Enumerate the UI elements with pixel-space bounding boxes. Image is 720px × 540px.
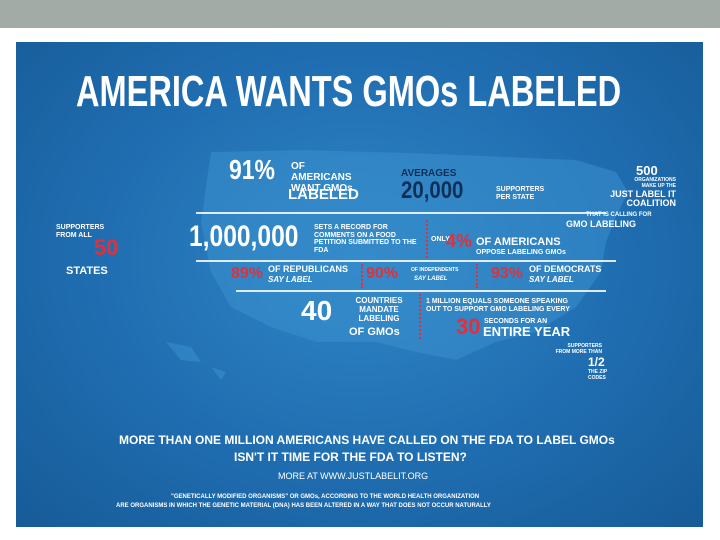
stat-value: 90%: [366, 265, 399, 282]
separator: [236, 290, 606, 292]
stat-text: ORGANIZATIONS MAKE UP THE: [634, 177, 676, 189]
stat-text: 1 MILLION EQUALS SOMEONE SPEAKING OUT TO…: [426, 298, 570, 313]
stat-label: ONLY: [431, 236, 450, 243]
footer-line: MORE THAN ONE MILLION AMERICANS HAVE CAL…: [119, 433, 615, 447]
stat-emphasis: OF GMOs: [349, 326, 400, 338]
stat-value: 20,000: [401, 177, 464, 204]
stat-text: THE ZIP CODES: [588, 369, 608, 381]
stat-text: COUNTRIES MANDATE LABELING: [355, 296, 403, 323]
infographic: AMERICA WANTS GMOs LABELED 91% OF AMERIC…: [16, 42, 703, 527]
separator: [196, 260, 616, 262]
stat-value: 91%: [229, 154, 275, 185]
stat-emphasis: SAY LABEL: [268, 275, 313, 284]
stat-text: STATES: [66, 265, 108, 277]
footer-link: MORE AT WWW.JUSTLABELIT.ORG: [278, 471, 429, 481]
us-map: [201, 150, 628, 360]
stat-emphasis: SAY LABEL: [414, 276, 448, 282]
stat-text: OF REPUBLICANS: [268, 264, 349, 274]
divider: [426, 220, 428, 258]
divider: [361, 264, 363, 288]
title: AMERICA WANTS GMOs LABELED: [76, 67, 622, 116]
stat-text: OF INDEPENDENTS: [411, 267, 459, 273]
islands: [166, 342, 226, 380]
stat-text: OF AMERICANS WANT GMOs: [291, 161, 353, 194]
stat-value: 4%: [446, 231, 473, 251]
stat-emphasis: GMO LABELING: [566, 219, 636, 229]
footer-line: ISN'T IT TIME FOR THE FDA TO LISTEN?: [234, 450, 467, 464]
stat-value: 500: [636, 163, 658, 178]
stat-emphasis: JUST LABEL IT COALITION: [610, 189, 676, 208]
divider: [476, 264, 478, 288]
divider: [419, 294, 421, 339]
stat-emphasis: LABELED: [288, 186, 359, 203]
map-background: [166, 150, 628, 380]
footer-note: ARE ORGANISMS IN WHICH THE GENETIC MATER…: [116, 503, 491, 509]
stat-label: SUPPORTERS FROM MORE THAN: [555, 343, 602, 355]
stat-value: 50: [94, 235, 119, 260]
stat-emphasis: SAY LABEL: [529, 275, 574, 284]
stat-text: SUPPORTERS PER STATE: [496, 186, 545, 201]
separator: [196, 212, 606, 214]
stat-text: THAT IS CALLING FOR: [586, 212, 652, 218]
footer-note: "GENETICALLY MODIFIED ORGANISMS" OR GMOs…: [171, 494, 480, 500]
top-bar: [0, 0, 720, 28]
stat-emphasis: ENTIRE YEAR: [483, 324, 571, 339]
stat-value: 89%: [231, 265, 264, 282]
stat-text: OPPOSE LABELING GMOs: [476, 249, 566, 256]
stat-value: 40: [301, 295, 333, 326]
stat-text: SETS A RECORD FOR COMMENTS ON A FOOD PET…: [314, 224, 417, 255]
stat-value: 93%: [491, 265, 524, 282]
stat-value: 1,000,000: [189, 220, 299, 253]
stat-text: OF DEMOCRATS: [529, 264, 602, 274]
stat-value: 1/2: [588, 355, 605, 369]
stat-text: OF AMERICANS: [476, 236, 561, 248]
stat-value: 30: [456, 314, 481, 339]
stat-text: SECONDS FOR AN: [484, 318, 548, 325]
stat-label: SUPPORTERS FROM ALL: [56, 224, 105, 239]
stat-label: AVERAGES: [401, 168, 457, 179]
